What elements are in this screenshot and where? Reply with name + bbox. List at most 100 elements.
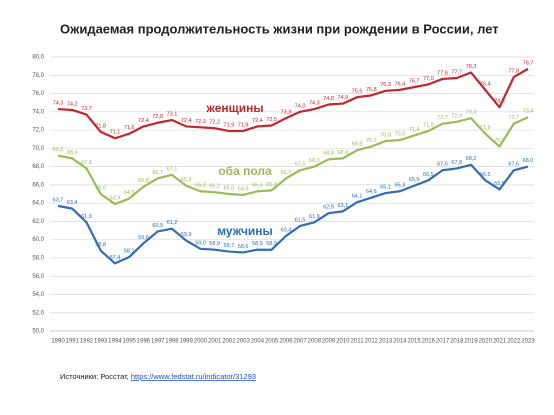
data-label: 71,9	[238, 122, 249, 128]
source-prefix: Источники: Росстат,	[60, 372, 131, 381]
data-label: 61,9	[309, 214, 320, 220]
x-tick-label: 1995	[123, 339, 137, 345]
data-label: 65,1	[380, 185, 391, 191]
x-tick-label: 2017	[436, 339, 450, 345]
y-tick-label: 78,0	[32, 73, 44, 79]
data-label: 77,0	[423, 76, 434, 82]
y-tick-label: 56,0	[32, 274, 44, 280]
y-tick-label: 64,0	[32, 201, 44, 207]
x-tick-label: 2018	[450, 339, 464, 345]
y-tick-label: 54,0	[32, 292, 44, 298]
x-tick-label: 2010	[336, 339, 350, 345]
data-label: 60,9	[152, 223, 163, 229]
data-label: 77,6	[437, 70, 448, 76]
data-label: 64,1	[352, 194, 363, 200]
data-label: 72,8	[152, 114, 163, 120]
x-tick-label: 2003	[236, 339, 250, 345]
data-label: 72,4	[181, 118, 192, 124]
x-tick-label: 2012	[365, 339, 379, 345]
data-label: 65,0	[224, 185, 235, 191]
x-tick-label: 2013	[379, 339, 393, 345]
data-label: 59,0	[195, 240, 206, 246]
y-tick-label: 58,0	[32, 256, 44, 262]
x-tick-label: 2007	[293, 339, 307, 345]
data-label: 65,3	[252, 183, 263, 189]
x-tick-label: 1990	[51, 339, 65, 345]
data-label: 76,3	[380, 82, 391, 88]
data-label: 61,9	[81, 214, 92, 220]
data-label: 72,2	[209, 120, 220, 126]
data-label: 76,7	[409, 79, 420, 85]
x-tick-label: 2004	[251, 339, 265, 345]
data-label: 74,2	[67, 101, 78, 107]
data-label: 60,4	[281, 227, 292, 233]
source: Источники: Росстат, https://www.fedstat.…	[60, 372, 256, 381]
data-label: 73,1	[167, 111, 178, 117]
series-name: оба пола	[218, 164, 272, 178]
x-tick-label: 2005	[265, 339, 279, 345]
y-tick-label: 70,0	[32, 146, 44, 152]
series-name: мужчины	[217, 224, 273, 238]
data-label: 67,6	[295, 162, 306, 168]
data-label: 64,5	[124, 190, 135, 196]
data-label: 67,8	[81, 160, 92, 166]
y-tick-label: 72,0	[32, 128, 44, 134]
y-tick-label: 68,0	[32, 164, 44, 170]
x-tick-label: 2016	[422, 339, 436, 345]
data-label: 73,7	[81, 106, 92, 112]
x-tick-label: 1994	[108, 339, 122, 345]
x-tick-label: 2019	[464, 339, 478, 345]
data-label: 66,7	[281, 170, 292, 176]
data-label: 74,8	[323, 96, 334, 102]
data-label: 77,8	[508, 69, 519, 75]
data-label: 64,9	[238, 186, 249, 192]
data-label: 58,6	[238, 244, 249, 250]
data-label: 76,4	[394, 81, 405, 87]
x-tick-label: 2006	[279, 339, 293, 345]
data-label: 65,9	[181, 177, 192, 183]
source-link[interactable]: https://www.fedstat.ru/indicator/31293	[131, 372, 256, 381]
data-label: 58,8	[95, 242, 106, 248]
data-label: 63,1	[337, 203, 348, 209]
data-label: 58,9	[252, 241, 263, 247]
data-label: 68,0	[523, 158, 534, 164]
x-tick-label: 2021	[493, 339, 507, 345]
x-tick-label: 2020	[479, 339, 493, 345]
y-tick-label: 52,0	[32, 310, 44, 316]
y-tick-label: 66,0	[32, 182, 44, 188]
data-label: 65,8	[138, 178, 149, 184]
data-label: 78,3	[466, 64, 477, 70]
data-label: 73,4	[523, 109, 534, 115]
x-tick-label: 1998	[165, 339, 179, 345]
data-label: 69,2	[53, 147, 64, 153]
data-label: 67,6	[508, 162, 519, 168]
data-label: 63,7	[53, 197, 64, 203]
data-label: 58,9	[266, 241, 277, 247]
x-tick-label: 1992	[80, 339, 94, 345]
data-label: 63,9	[110, 195, 121, 201]
data-label: 71,9	[423, 122, 434, 128]
data-label: 74,3	[309, 101, 320, 107]
data-label: 59,6	[138, 235, 149, 241]
data-label: 74,5	[494, 99, 505, 105]
data-label: 74,0	[295, 103, 306, 109]
y-tick-label: 76,0	[32, 91, 44, 97]
data-label: 65,3	[195, 183, 206, 189]
x-tick-label: 2015	[407, 339, 421, 345]
data-label: 67,8	[451, 160, 462, 166]
series-line	[57, 163, 529, 265]
data-label: 69,8	[352, 142, 363, 148]
y-tick-label: 80,0	[32, 55, 44, 61]
data-label: 71,8	[95, 123, 106, 129]
data-label: 67,1	[167, 166, 178, 172]
data-label: 71,6	[124, 125, 135, 131]
data-label: 65,2	[209, 184, 220, 190]
series-line	[57, 116, 529, 206]
data-label: 70,9	[394, 132, 405, 138]
data-label: 70,8	[380, 132, 391, 138]
y-tick-label: 50,0	[32, 329, 44, 335]
x-tick-label: 2009	[322, 339, 336, 345]
data-label: 70,2	[494, 138, 505, 144]
x-tick-label: 2011	[351, 339, 365, 345]
